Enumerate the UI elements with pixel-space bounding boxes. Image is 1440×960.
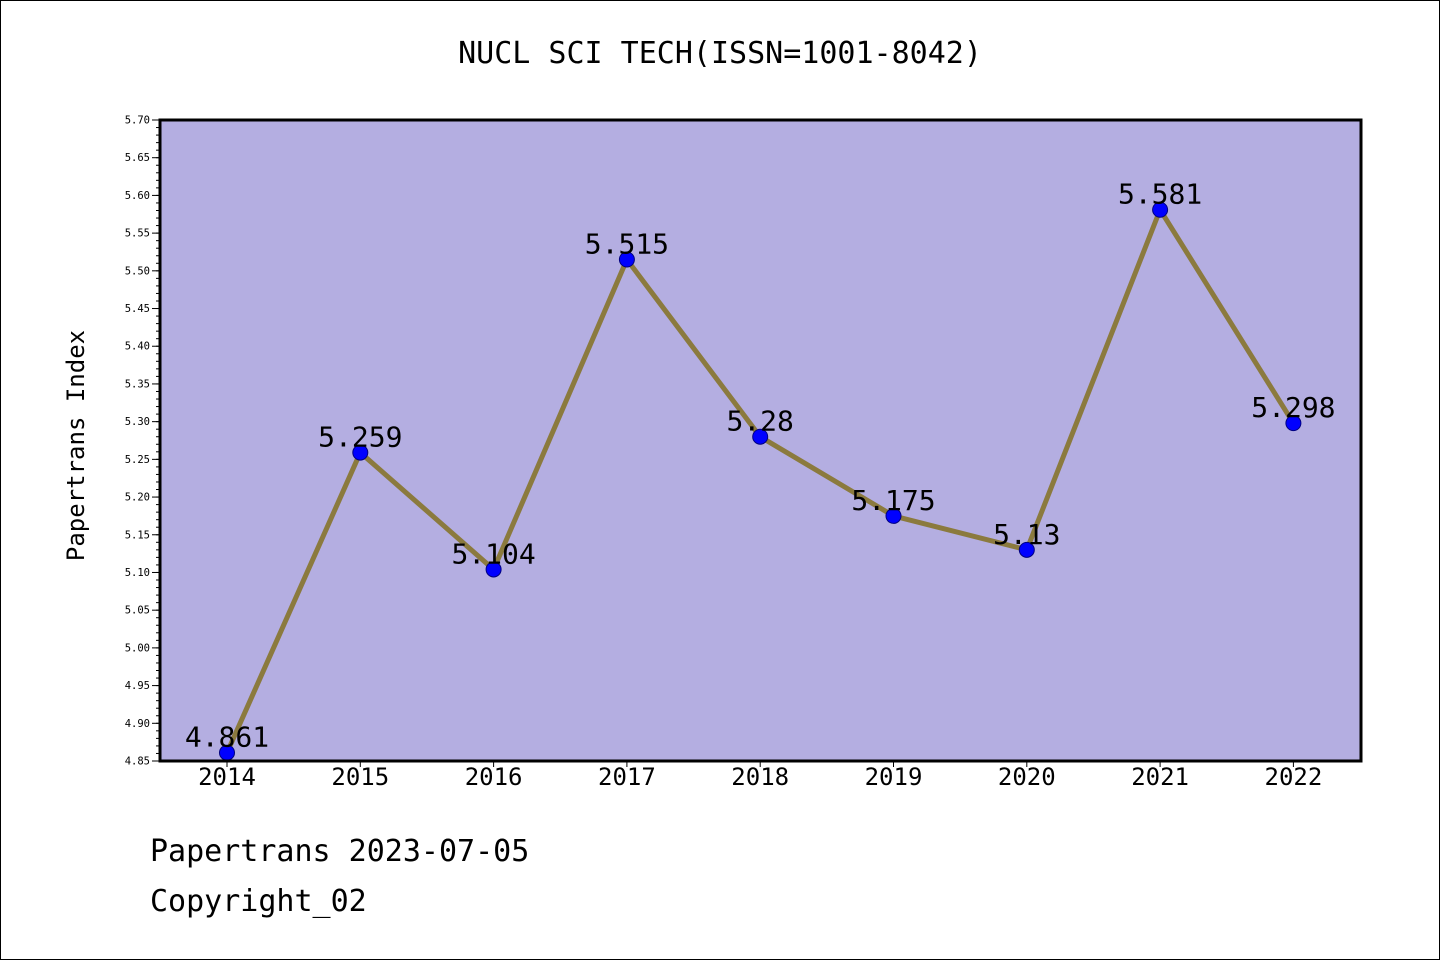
data-label: 5.175 <box>851 484 935 517</box>
x-tick-label: 2020 <box>998 763 1056 791</box>
data-label: 5.13 <box>993 518 1060 551</box>
footer-date: Papertrans 2023-07-05 <box>150 834 530 869</box>
x-tick-label: 2015 <box>331 763 389 791</box>
y-axis-label: Papertrans Index <box>62 330 90 561</box>
x-tick-label: 2017 <box>598 763 656 791</box>
data-label: 5.259 <box>318 421 402 454</box>
y-tick-label: 5.35 <box>125 378 150 390</box>
x-tick-label: 2022 <box>1265 763 1323 791</box>
y-axis: 4.85 4.90 4.95 5.00 5.05 5.10 5.15 5.20 5.25 5.30… <box>125 115 160 768</box>
data-point <box>1152 201 1169 218</box>
y-tick-label: 5.65 <box>125 152 150 164</box>
data-label: 5.104 <box>451 537 535 570</box>
y-tick-label: 5.50 <box>125 265 150 277</box>
y-tick-label: 5.40 <box>125 341 150 353</box>
y-tick-label: 4.95 <box>125 680 150 692</box>
x-tick-label: 2016 <box>465 763 523 791</box>
chart-title: NUCL SCI TECH(ISSN=1001-8042) <box>458 36 982 71</box>
x-tick-label: 2019 <box>865 763 923 791</box>
x-tick-label: 2018 <box>731 763 789 791</box>
y-tick-label: 5.55 <box>125 228 150 240</box>
x-tick-label: 2021 <box>1131 763 1189 791</box>
y-tick-label: 5.30 <box>125 416 150 428</box>
data-label: 5.28 <box>726 405 793 438</box>
data-label: 5.298 <box>1251 391 1335 424</box>
y-tick-label: 5.15 <box>125 529 150 541</box>
y-tick-label: 5.60 <box>125 190 150 202</box>
data-label: 5.515 <box>585 228 669 261</box>
data-point <box>1285 415 1302 432</box>
data-point <box>752 428 769 445</box>
data-label: 4.861 <box>185 721 269 754</box>
x-axis: 2014 2015 2016 2017 2018 2019 2020 2021 2022 <box>198 761 1322 791</box>
data-point <box>485 561 502 578</box>
footer-copyright: Copyright_02 <box>150 884 367 919</box>
x-tick-label: 2014 <box>198 763 256 791</box>
y-tick-label: 5.10 <box>125 567 150 579</box>
y-tick-label: 5.25 <box>125 454 150 466</box>
y-tick-label: 5.70 <box>125 115 150 127</box>
data-point <box>885 507 902 524</box>
y-tick-label: 5.20 <box>125 492 150 504</box>
y-tick-label: 4.85 <box>125 756 150 768</box>
data-point <box>352 444 369 461</box>
plot-border <box>158 118 1363 763</box>
y-tick-label: 4.90 <box>125 718 150 730</box>
y-tick-label: 5.00 <box>125 642 150 654</box>
data-point <box>618 251 635 268</box>
y-tick-label: 5.45 <box>125 303 150 315</box>
data-point <box>1018 541 1035 558</box>
series-layer: 4.861 5.259 5.104 5.515 5.28 5.175 5.13 5.581 5.… <box>185 178 1336 761</box>
data-label: 5.581 <box>1118 178 1202 211</box>
y-tick-label: 5.05 <box>125 605 150 617</box>
